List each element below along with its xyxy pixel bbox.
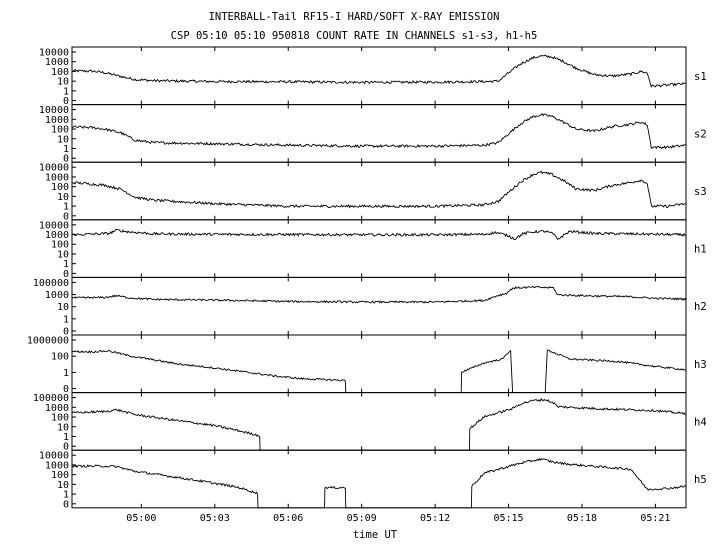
panel-ytick-label-h2-2: 10 <box>57 302 69 313</box>
x-tick-label-1: 05:03 <box>200 513 230 524</box>
panel-ytick-label-h1-2: 100 <box>51 240 69 251</box>
panel-ytick-label-s3-3: 10 <box>57 192 69 203</box>
panel-ytick-label-s2-4: 1 <box>63 144 69 155</box>
panel-ytick-label-h4-5: 0 <box>63 442 69 453</box>
panel-ytick-label-h5-5: 0 <box>63 499 69 510</box>
panel-ytick-label-h3-3: 0 <box>63 384 69 395</box>
panel-ytick-label-h1-4: 1 <box>63 259 69 270</box>
x-tick-label-0: 05:00 <box>126 513 156 524</box>
panel-ytick-label-s2-5: 0 <box>63 154 69 165</box>
panel-ytick-label-h5-1: 1000 <box>45 460 69 471</box>
panel-ytick-label-h3-2: 1 <box>63 368 69 379</box>
panel-label-h3: h3 <box>694 359 707 371</box>
panel-ytick-label-s1-0: 10000 <box>39 48 69 59</box>
panel-ytick-label-h2-3: 1 <box>63 314 69 325</box>
panel-ytick-label-h5-4: 1 <box>63 490 69 501</box>
panel-ytick-label-h1-0: 10000 <box>39 220 69 231</box>
panel-ytick-label-s3-1: 1000 <box>45 172 69 183</box>
panel-label-s1: s1 <box>694 71 707 83</box>
panel-label-h2: h2 <box>694 301 707 313</box>
panel-ytick-label-h2-1: 1000 <box>45 290 69 301</box>
series-line-h3 <box>71 349 686 394</box>
series-line-s1 <box>71 54 687 88</box>
panel-label-s2: s2 <box>694 128 707 140</box>
x-axis-label: time UT <box>353 529 398 541</box>
panel-ytick-label-s2-2: 100 <box>51 125 69 136</box>
x-tick-label-3: 05:09 <box>347 513 377 524</box>
panel-ytick-label-h2-4: 0 <box>63 327 69 338</box>
panel-ytick-label-s1-4: 1 <box>63 86 69 97</box>
panel-ytick-label-h2-0: 100000 <box>33 278 69 289</box>
panel-ytick-label-s1-5: 0 <box>63 96 69 107</box>
panel-label-h1: h1 <box>694 244 707 256</box>
panel-frame-h3 <box>71 334 687 394</box>
panel-ytick-label-h4-3: 10 <box>57 422 69 433</box>
panel-label-h4: h4 <box>694 416 707 428</box>
panel-ytick-label-h3-1: 100 <box>51 352 69 363</box>
panel-ytick-label-h5-0: 10000 <box>39 451 69 462</box>
panel-ytick-label-h1-5: 0 <box>63 269 69 280</box>
x-tick-label-5: 05:15 <box>493 513 523 524</box>
panels-group: 1000010001001010s11000010001001010s21000… <box>27 46 707 510</box>
series-line-h1 <box>71 228 686 240</box>
panel-ytick-label-h3-0: 1000000 <box>27 336 69 347</box>
panel-ytick-label-s3-5: 0 <box>63 211 69 222</box>
panel-ytick-label-s3-0: 10000 <box>39 163 69 174</box>
panel-frame-h5 <box>71 449 687 509</box>
panel-label-h5: h5 <box>694 474 707 486</box>
panel-ytick-label-h1-1: 1000 <box>45 230 69 241</box>
series-line-h5 <box>71 457 687 509</box>
x-tick-label-2: 05:06 <box>273 513 303 524</box>
panel-ytick-label-h5-3: 10 <box>57 480 69 491</box>
x-tick-label-4: 05:12 <box>420 513 450 524</box>
series-line-s3 <box>71 170 687 209</box>
panel-ytick-label-h1-3: 10 <box>57 249 69 260</box>
panel-ytick-label-s2-3: 10 <box>57 134 69 145</box>
panel-ytick-label-s2-0: 10000 <box>39 105 69 116</box>
panel-ytick-label-h4-1: 1000 <box>45 403 69 414</box>
chart-title: INTERBALL-Tail RF15-I HARD/SOFT X-RAY EM… <box>209 11 500 23</box>
series-line-h4 <box>71 398 687 451</box>
chart-subtitle: CSP 05:10 05:10 950818 COUNT RATE IN CHA… <box>171 30 538 42</box>
panel-ytick-label-s1-2: 100 <box>51 67 69 78</box>
panel-frame-s2 <box>71 104 687 163</box>
x-axis: 05:00 05:03 05:06 05:09 05:12 05:15 05:18 05:21 <box>126 513 670 524</box>
panel-frame-s3 <box>71 161 687 221</box>
series-line-h2 <box>71 285 687 304</box>
panel-frame-h1 <box>71 219 687 278</box>
panel-ytick-label-s3-4: 1 <box>63 202 69 213</box>
panel-ytick-label-s2-1: 1000 <box>45 115 69 126</box>
panel-label-s3: s3 <box>694 186 707 198</box>
panel-ytick-label-h4-2: 100 <box>51 413 69 424</box>
panel-frame-h2 <box>71 276 687 336</box>
series-line-s2 <box>71 113 687 150</box>
panel-ytick-label-h4-0: 100000 <box>33 393 69 404</box>
panel-h3: 1000000 100 1 0 h3 <box>27 334 707 395</box>
panel-frame-s1 <box>71 46 687 106</box>
panel-ytick-label-s1-1: 1000 <box>45 57 69 68</box>
x-tick-label-6: 05:18 <box>567 513 597 524</box>
x-tick-label-7: 05:21 <box>640 513 670 524</box>
panel-frame-h4 <box>71 392 687 451</box>
panel-ytick-label-s3-2: 100 <box>51 182 69 193</box>
panel-ytick-label-h4-4: 1 <box>63 432 69 443</box>
panel-ytick-label-s1-3: 10 <box>57 77 69 88</box>
panel-ytick-label-h5-2: 100 <box>51 470 69 481</box>
